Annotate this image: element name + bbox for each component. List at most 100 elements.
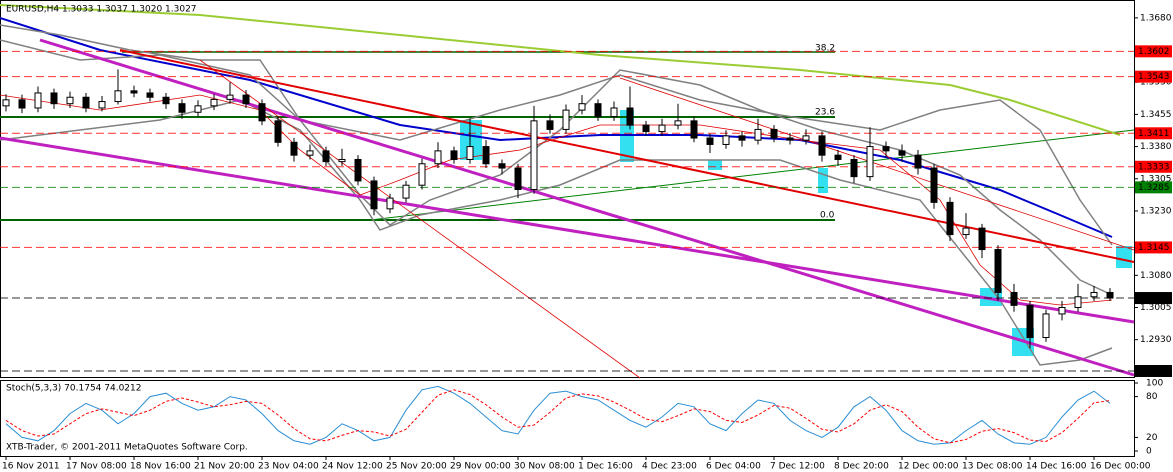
candle-body (290, 141, 298, 156)
y-tick-label: 1.3080 (1140, 271, 1172, 281)
candle-body (2, 99, 10, 107)
y-tick-label: 80 (1146, 392, 1158, 402)
y-tick-label: 1.3380 (1140, 142, 1172, 152)
copyright: XTB-Trader, © 2001-2011 MetaQuotes Softw… (6, 443, 248, 453)
level-label: 1.3411 (1138, 129, 1170, 139)
candle-body (754, 128, 762, 141)
stoch-line (5, 385, 1111, 445)
x-tick-label: 1 Dec 16:00 (578, 462, 633, 472)
candle-body (546, 120, 554, 130)
candle-body (818, 135, 826, 156)
x-tick-label: 24 Nov 12:00 (322, 462, 383, 472)
candle-body (834, 154, 842, 160)
candle-body (274, 120, 282, 143)
moving-average (0, 94, 1113, 306)
candle-body (658, 124, 666, 133)
y-tick-label: 1.3005 (1140, 303, 1172, 313)
candle-body (258, 103, 266, 122)
candle-body (770, 128, 778, 139)
candle-body (530, 120, 538, 190)
candle-body (402, 184, 410, 199)
candle-body (866, 146, 874, 178)
candle-body (722, 135, 730, 145)
candle-body (1042, 313, 1050, 339)
trend-line (119, 49, 1135, 263)
candle-body (482, 146, 490, 165)
x-tick-label: 14 Dec 16:00 (1026, 462, 1087, 472)
level-box (1135, 241, 1172, 254)
level-label: 1.3543 (1138, 72, 1170, 82)
candle-body (98, 101, 106, 109)
y-tick-label: 1.2930 (1140, 335, 1172, 345)
fib-label: 23.6 (815, 108, 835, 118)
x-tick-label: 8 Dec 20:00 (834, 462, 889, 472)
candle-body (706, 137, 714, 145)
candle-body (418, 163, 426, 186)
y-tick-label: 0 (1146, 447, 1152, 457)
candle-body (850, 158, 858, 178)
candle-body (562, 109, 570, 130)
level-box (1135, 127, 1172, 140)
candle-body (50, 92, 58, 105)
highlight (1116, 246, 1132, 268)
candle-body (338, 158, 346, 163)
candle-body (114, 90, 122, 103)
bollinger-band (0, 39, 1113, 296)
candle-body (962, 227, 970, 236)
candle-body (882, 146, 890, 152)
highlight (708, 160, 722, 170)
candle-body (194, 105, 202, 113)
candle-body (914, 154, 922, 169)
highlight (460, 120, 482, 160)
candle-body (242, 94, 250, 105)
stoch-panel (0, 380, 1135, 457)
candle-body (498, 163, 506, 169)
candle-body (162, 96, 170, 105)
x-tick-label: 18 Nov 16:00 (130, 462, 191, 472)
level-box (1135, 45, 1172, 58)
bollinger-band (0, 24, 1113, 246)
x-tick-label: 6 Dec 04:00 (706, 462, 761, 472)
candle-body (466, 146, 474, 160)
fib-label: 38.2 (815, 44, 835, 54)
candle-body (578, 103, 586, 111)
x-tick-label: 29 Nov 00:00 (450, 462, 511, 472)
candle-body (786, 137, 794, 141)
candle-body (226, 94, 234, 100)
x-tick-label: 17 Nov 08:00 (66, 462, 127, 472)
candle-body (66, 96, 74, 105)
candle-body (1074, 296, 1082, 308)
price-panel (0, 0, 1135, 378)
x-tick-label: 13 Dec 08:00 (962, 462, 1023, 472)
y-tick-label: 100 (1146, 379, 1163, 389)
candle-body (146, 92, 154, 98)
candle-body (130, 90, 138, 94)
candle-body (802, 135, 810, 141)
candle-body (370, 180, 378, 210)
level-label: 1.3285 (1138, 183, 1170, 193)
level-box (1135, 70, 1172, 83)
y-tick-label: 1.3680 (1140, 13, 1172, 23)
candle-body (930, 167, 938, 203)
x-tick-label: 16 Nov 2011 (2, 462, 60, 472)
level-label: 1.3145 (1138, 243, 1170, 253)
highlight (818, 168, 828, 193)
candle-body (434, 150, 442, 165)
candle-body (594, 103, 602, 118)
candle-body (738, 135, 746, 141)
candle-body (994, 249, 1002, 293)
y-tick-label: 1.3455 (1140, 110, 1172, 120)
level-box (1135, 292, 1172, 305)
x-tick-label: 23 Nov 04:00 (258, 462, 319, 472)
candle-body (386, 197, 394, 210)
moving-average (0, 4, 1121, 136)
candle-body (626, 107, 634, 126)
candle-body (210, 98, 218, 107)
level-box (1135, 160, 1172, 173)
x-tick-label: 4 Dec 23:00 (642, 462, 697, 472)
candle-body (642, 124, 650, 133)
indicator-title: Stoch(5,3,3) 70.1754 74.0212 (6, 384, 141, 394)
stoch-line (5, 389, 1111, 444)
x-tick-label: 25 Nov 20:00 (386, 462, 447, 472)
